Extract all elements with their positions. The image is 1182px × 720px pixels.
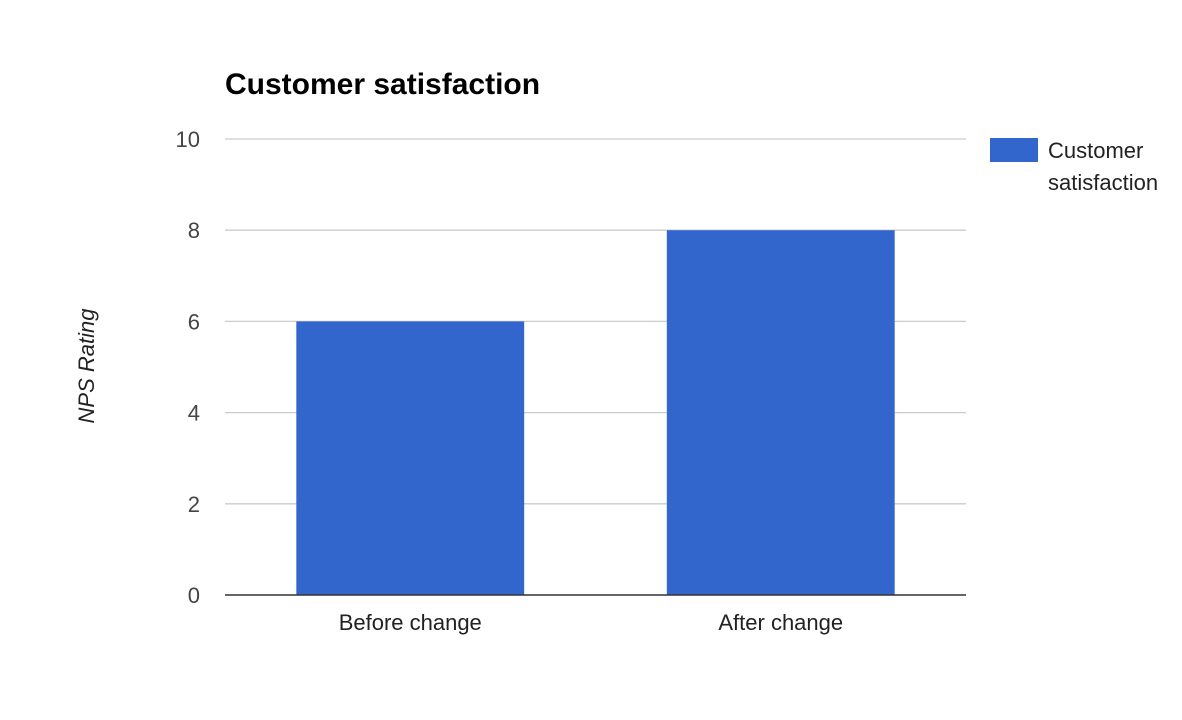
y-tick-label: 6 <box>188 309 200 334</box>
y-axis-label: NPS Rating <box>74 308 99 424</box>
legend-label-line: satisfaction <box>1048 170 1158 195</box>
y-axis-ticks: 0 2 4 6 8 10 <box>176 127 200 608</box>
chart-title: Customer satisfaction <box>225 68 540 101</box>
bar-after-change <box>666 230 895 595</box>
legend: Customer satisfaction <box>990 138 1158 195</box>
legend-label-line: Customer <box>1048 138 1143 163</box>
y-tick-label: 2 <box>188 492 200 517</box>
x-category-label: After change <box>718 610 843 635</box>
legend-swatch <box>990 138 1038 162</box>
bars <box>225 230 966 596</box>
y-tick-label: 10 <box>176 127 200 152</box>
y-tick-label: 4 <box>188 401 200 426</box>
y-tick-label: 0 <box>188 583 200 608</box>
x-category-label: Before change <box>339 610 482 635</box>
x-axis-categories: Before change After change <box>339 610 843 635</box>
legend-label: Customer satisfaction <box>1048 138 1158 195</box>
bar-before-change <box>296 321 525 595</box>
y-tick-label: 8 <box>188 218 200 243</box>
